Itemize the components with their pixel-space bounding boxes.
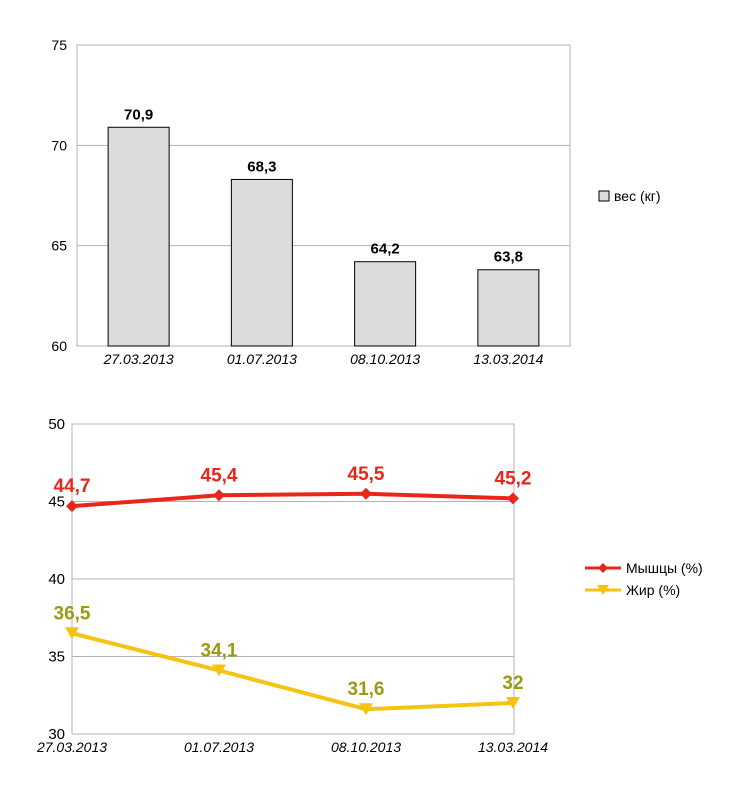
line-value-label: 31,6: [348, 679, 385, 700]
bar: [107, 126, 170, 347]
line-value-label: 45,5: [348, 464, 385, 485]
series-line: [71, 631, 514, 712]
line-x-tick-label: 01.07.2013: [184, 739, 254, 755]
bar-y-tick-label: 60: [51, 338, 67, 354]
bar-value-label: 68,3: [247, 158, 276, 175]
bar-plot-area: [76, 44, 571, 347]
series-line: [71, 491, 514, 509]
bar: [230, 178, 293, 347]
line-value-label: 34,1: [201, 640, 238, 661]
bar-x-tick-label: 01.07.2013: [227, 351, 297, 367]
line-value-label: 44,7: [54, 476, 91, 497]
line-legend: Мышцы (%) Жир (%): [585, 560, 703, 598]
line-y-tick-label: 30: [48, 726, 65, 743]
line-value-label: 32: [502, 673, 523, 694]
line-y-tick-label: 40: [48, 571, 65, 588]
legend-marker-muscles: [598, 563, 608, 573]
bar: [477, 269, 540, 347]
line-gridlines: [72, 501, 514, 657]
series-marker: [360, 487, 372, 500]
line-series-group: [65, 487, 520, 716]
weight-bar-chart: 60 65 70 75 27.03.2013 01.07.2013 08.10.2013 1…: [51, 37, 660, 367]
legend-label-muscles: Мышцы (%): [626, 560, 703, 576]
bar-value-label: 64,2: [371, 241, 400, 258]
line-y-tick-label: 35: [48, 649, 65, 666]
series-marker: [66, 500, 78, 513]
legend-marker-fat: [597, 585, 609, 595]
line-value-label: 45,4: [201, 465, 238, 486]
line-value-label: 45,2: [495, 468, 532, 489]
bar-x-tick-label: 13.03.2014: [473, 351, 543, 367]
line-x-tick-label: 27.03.2013: [36, 739, 107, 755]
series-marker: [212, 664, 226, 677]
bar-legend-label: вес (кг): [614, 188, 661, 204]
bar-y-axis: 60 65 70 75: [51, 37, 67, 354]
bar-x-axis: 27.03.2013 01.07.2013 08.10.2013 13.03.2014: [103, 351, 544, 367]
series-marker: [65, 627, 79, 640]
series-marker: [507, 492, 519, 505]
series-marker: [506, 697, 520, 709]
bar-y-tick-label: 75: [51, 37, 67, 53]
bar-series: [107, 126, 540, 347]
bar-value-label: 70,9: [124, 106, 153, 123]
composition-line-chart: 30 35 40 45 50 27.03.2013 01.07.2013 08.10.201…: [36, 416, 703, 755]
series-marker: [213, 489, 225, 502]
line-x-tick-label: 08.10.2013: [331, 739, 401, 755]
line-value-label: 36,5: [54, 603, 91, 624]
series-marker: [359, 703, 373, 716]
line-y-tick-label: 50: [48, 416, 65, 433]
bar-y-tick-label: 65: [51, 238, 67, 254]
bar-legend: вес (кг): [598, 188, 661, 204]
bar-y-tick-label: 70: [51, 137, 67, 153]
bar-value-label: 63,8: [494, 249, 523, 266]
line-y-tick-label: 45: [48, 494, 65, 511]
legend-label-fat: Жир (%): [626, 582, 680, 598]
bar-x-tick-label: 27.03.2013: [103, 351, 174, 367]
line-x-axis: 27.03.2013 01.07.2013 08.10.2013 13.03.2014: [36, 739, 548, 755]
line-x-tick-label: 13.03.2014: [478, 739, 548, 755]
bar: [354, 261, 417, 347]
legend-entry-muscles: Мышцы (%): [585, 560, 703, 576]
bar-x-tick-label: 08.10.2013: [350, 351, 420, 367]
legend-entry-fat: Жир (%): [585, 582, 680, 598]
line-data-labels: 44,7 45,4 45,5 45,2 36,5 34,1 31,6 32: [54, 464, 532, 700]
bar-legend-swatch: [598, 190, 610, 202]
line-y-axis: 30 35 40 45 50: [48, 416, 65, 743]
bar-data-labels: 70,9 68,3 64,2 63,8: [124, 106, 523, 265]
